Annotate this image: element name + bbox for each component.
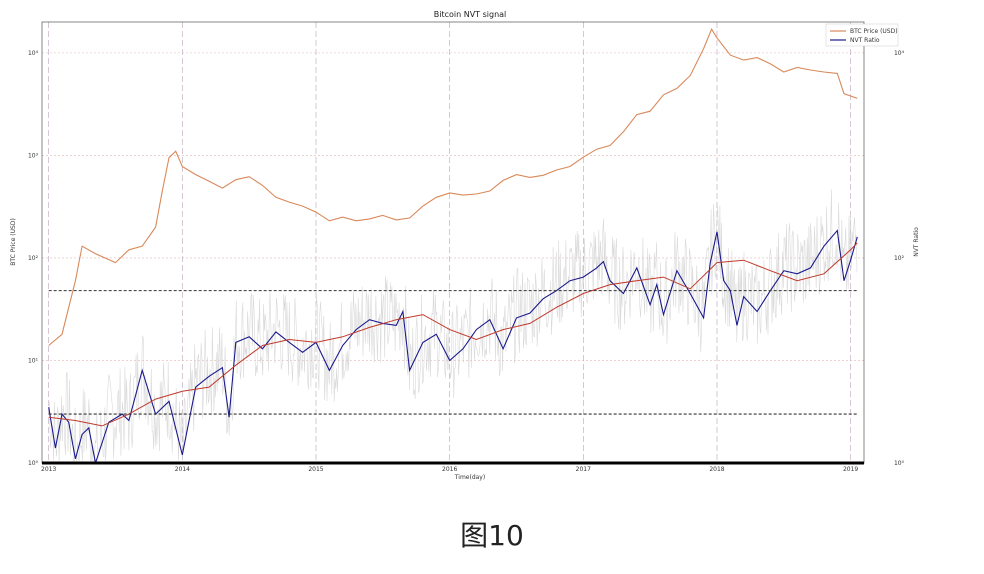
- y-right-tick-label: 10⁴: [894, 50, 905, 57]
- legend-nvt-label: NVT Ratio: [850, 37, 880, 44]
- x-tick-label: 2018: [709, 466, 724, 473]
- x-axis-label: Time(day): [454, 474, 485, 481]
- x-tick-label: 2013: [41, 466, 56, 473]
- series-layer: [48, 27, 858, 464]
- tick-layer: 10⁰ 10¹ 10² 10³ 10⁴ 10⁰ 10² 10⁴ 2013 2014 2015 2016…: [28, 50, 905, 473]
- y-axis-left-label: BTC Price (USD): [10, 218, 17, 266]
- y-right-tick-label: 10⁰: [894, 460, 905, 467]
- y-right-tick-label: 10²: [894, 255, 905, 262]
- x-tick-label: 2017: [576, 466, 591, 473]
- nvt-chart: 10⁰ 10¹ 10² 10³ 10⁴ 10⁰ 10² 10⁴ 2013 2014 2015 2016…: [10, 10, 920, 481]
- x-tick-label: 2016: [442, 466, 457, 473]
- y-left-tick-label: 10⁰: [28, 460, 39, 467]
- nvt-raw-line: [48, 189, 858, 462]
- legend: BTC Price (USD) NVT Ratio: [825, 23, 899, 47]
- x-tick-label: 2014: [175, 466, 190, 473]
- y-left-tick-label: 10²: [28, 255, 39, 262]
- nvt-line: [48, 229, 858, 464]
- grid: [42, 22, 864, 463]
- y-axis-right-label: NVT Ratio: [913, 227, 920, 257]
- legend-price-label: BTC Price (USD): [850, 28, 898, 35]
- x-tick-label: 2015: [308, 466, 323, 473]
- price-line: [48, 27, 858, 346]
- figure-caption: 图10: [460, 519, 524, 552]
- y-left-tick-label: 10⁴: [28, 50, 39, 57]
- x-tick-label: 2019: [843, 466, 858, 473]
- y-left-tick-label: 10³: [28, 152, 39, 159]
- chart-title: Bitcoin NVT signal: [434, 10, 507, 19]
- y-left-tick-label: 10¹: [28, 357, 39, 364]
- nvt-ma-line: [48, 242, 858, 427]
